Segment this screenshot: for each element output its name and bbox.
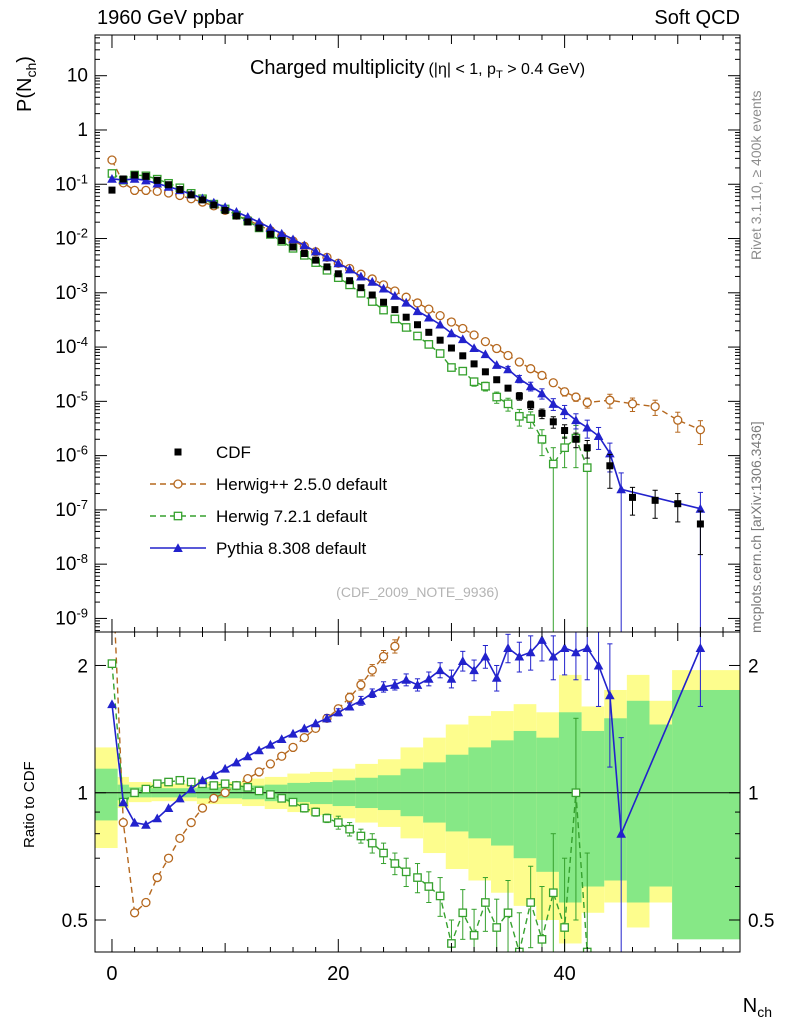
svg-text:1: 1 [748,784,759,805]
mcplots-arxiv-caption: mcplots.cern.ch [arXiv:1306.3436] [748,421,764,633]
svg-text:0.5: 0.5 [748,911,774,932]
y-axis-title-main: P(Nch) [14,56,39,112]
svg-text:10-3: 10-3 [55,280,88,304]
legend: CDF Herwig++ 2.5.0 default Herwig 7.2.1 de… [150,443,387,558]
svg-text:1: 1 [77,784,88,805]
plot-title: Charged multiplicity (|η| < 1, pT > 0.4 G… [95,57,740,81]
beam-energy-label: 1960 GeV ppbar [97,7,244,29]
svg-text:0: 0 [106,963,117,985]
x-axis-title: Nch [742,995,772,1020]
svg-text:Pythia 8.308 default: Pythia 8.308 default [216,539,367,558]
axis-ticks [95,35,740,952]
svg-text:CDF: CDF [216,443,251,462]
analysis-id-watermark: (CDF_2009_NOTE_9936) [336,584,499,600]
process-group-label: Soft QCD [654,7,740,29]
y-axis-title-ratio: Ratio to CDF [21,761,38,848]
series-cdf [108,171,704,556]
series-herwig7 [107,169,592,632]
tick-labels: 0 20 40 10 1 10-1 10-2 10-3 10-4 10-5 10-6 10-7 10-8… [55,66,774,985]
svg-text:10: 10 [67,66,88,87]
svg-text:Herwig 7.2.1 default: Herwig 7.2.1 default [216,507,367,526]
svg-text:10-9: 10-9 [55,605,88,629]
svg-text:10-7: 10-7 [55,497,88,521]
svg-text:10-1: 10-1 [55,171,88,195]
svg-text:10-4: 10-4 [55,334,88,358]
svg-text:Herwig++ 2.5.0 default: Herwig++ 2.5.0 default [216,475,387,494]
svg-text:10-6: 10-6 [55,443,88,467]
series-pythia8 [107,174,706,632]
svg-text:40: 40 [553,963,575,985]
svg-text:2: 2 [77,656,88,677]
svg-text:10-8: 10-8 [55,551,88,575]
svg-text:0.5: 0.5 [62,911,88,932]
plot-title-cuts: (|η| < 1, pT > 0.4 GeV) [428,61,586,82]
svg-text:20: 20 [327,963,349,985]
svg-text:2: 2 [748,656,759,677]
rivet-version-caption: Rivet 3.1.10, ≥ 400k events [748,90,764,260]
ratio-panel-frame [94,631,741,953]
svg-text:10-2: 10-2 [55,226,88,250]
svg-text:10-5: 10-5 [55,388,88,412]
svg-text:1: 1 [77,120,88,141]
series-herwigpp-ratio [114,632,403,918]
plot-title-main: Charged multiplicity [249,57,425,79]
uncertainty-bands [95,670,740,944]
